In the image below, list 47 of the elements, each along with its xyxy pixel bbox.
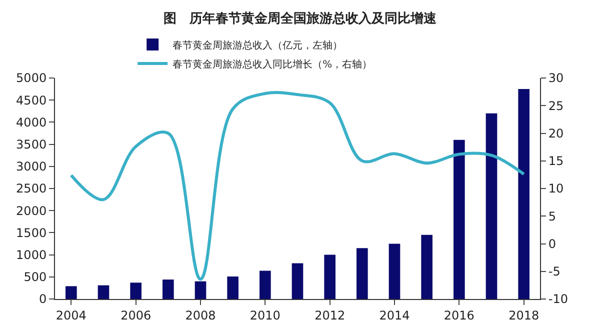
y-tick-label: 1000: [16, 248, 47, 262]
y-tick-label: 2000: [16, 204, 47, 218]
x-tick-label: 2006: [120, 308, 152, 322]
y2-tick-label: 20: [548, 126, 564, 140]
x-tick-label: 2016: [444, 308, 474, 322]
y2-tick-label: 30: [548, 71, 564, 86]
bar: [454, 140, 465, 299]
x-tick-label: 2004: [56, 308, 86, 322]
y2-tick-label: -10: [548, 292, 568, 306]
legend-label: 春节黄金周旅游总收入同比增长（%，右轴）: [172, 58, 372, 70]
y2-tick-label: 25: [548, 98, 564, 113]
y2-tick-label: 15: [548, 154, 564, 168]
bar: [260, 270, 271, 299]
bar: [292, 263, 304, 299]
y-tick-label: 3000: [16, 160, 47, 174]
bar: [324, 254, 336, 299]
line-series: [70, 91, 526, 281]
bar: [486, 113, 498, 299]
y-tick-label: 2500: [16, 182, 47, 196]
bar: [66, 286, 77, 299]
bar: [388, 244, 400, 299]
bar: [194, 281, 206, 299]
x-tick-label: 2012: [314, 308, 346, 322]
chart-title: 图 历年春节黄金周全国旅游总收入及同比增速: [164, 10, 438, 26]
x-tick-label: 2008: [185, 308, 216, 322]
legend-label: 春节黄金周旅游总收入（亿元，左轴）: [172, 39, 343, 52]
y2-tick-label: 0: [548, 236, 556, 251]
x-tick-label: 2014: [379, 308, 410, 322]
bar: [162, 280, 174, 299]
y-tick-label: 0: [38, 292, 47, 306]
bar: [130, 282, 142, 299]
y-tick-label: 4000: [16, 115, 47, 130]
y-tick-label: 1500: [16, 226, 47, 240]
y-tick-label: 500: [24, 270, 47, 284]
x-tick-label: 2010: [250, 308, 280, 322]
bar: [227, 276, 238, 299]
y-tick-label: 4500: [16, 93, 47, 108]
bar: [421, 234, 432, 299]
bar: [356, 248, 368, 299]
y2-tick-label: -5: [548, 264, 560, 279]
y2-tick-label: 5: [548, 209, 556, 224]
y-tick-label: 5000: [16, 71, 47, 86]
y2-tick-label: 10: [548, 182, 564, 196]
bar: [98, 285, 110, 299]
x-tick-label: 2018: [508, 308, 540, 322]
y-tick-label: 3500: [16, 138, 47, 152]
bar: [518, 89, 530, 299]
